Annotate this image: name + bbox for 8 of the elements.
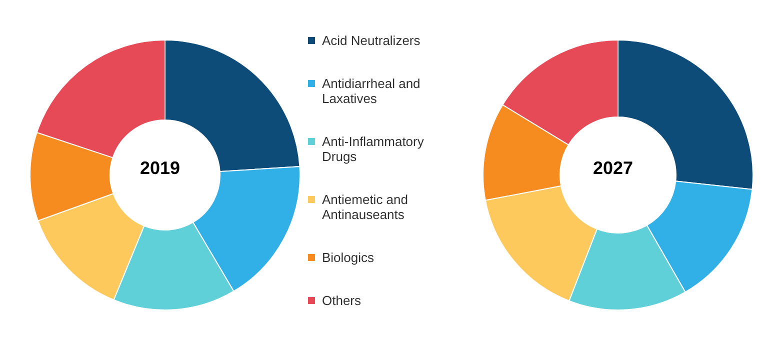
legend-label: Antiemetic and Antinauseants	[322, 192, 409, 222]
legend-label: Others	[322, 293, 362, 308]
slice-label: 2027	[592, 158, 634, 179]
legend-label: Antidiarrheal and Laxatives	[322, 76, 422, 106]
legend-label: Anti-Inflammatory Drugs	[322, 134, 425, 164]
legend-label: Biologics	[322, 250, 374, 265]
legend-label: Acid Neutralizers	[322, 33, 420, 48]
slice-label: 2019	[138, 158, 182, 179]
